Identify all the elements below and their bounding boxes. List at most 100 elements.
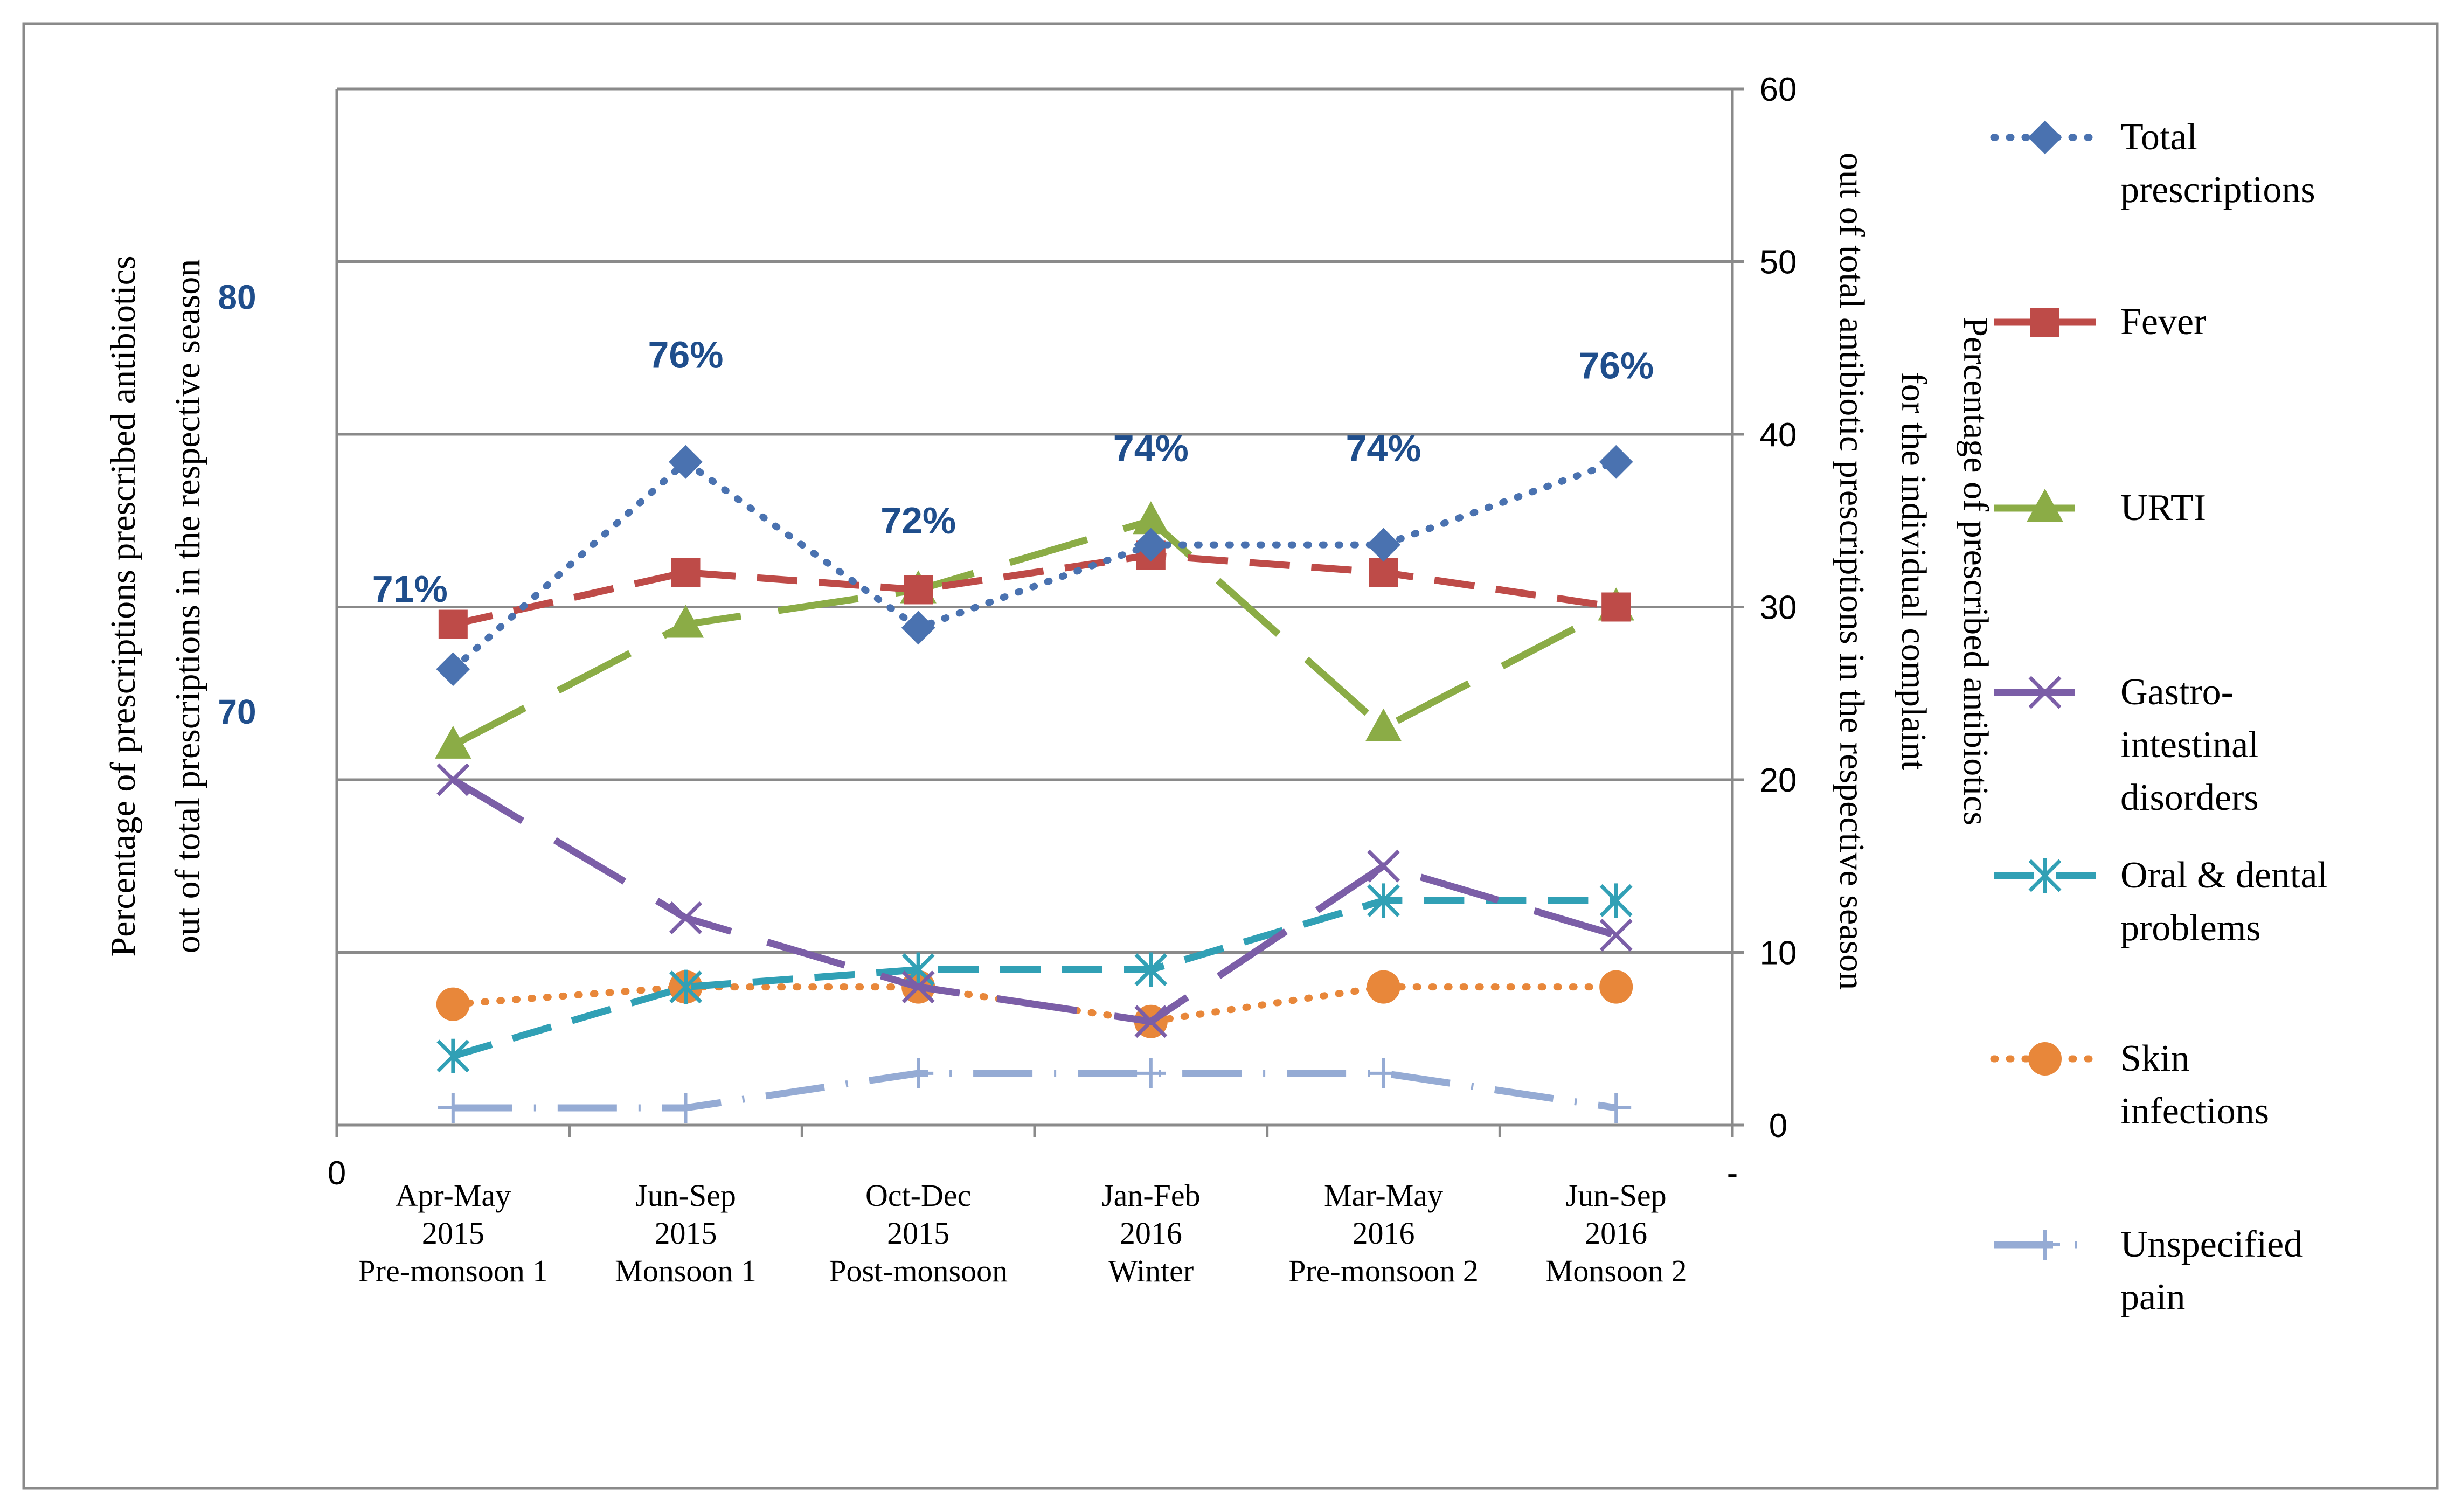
legend-label-line: prescriptions — [2120, 169, 2315, 211]
data-label-total-4: 74% — [1113, 427, 1189, 469]
category-label-line: 2015 — [887, 1216, 949, 1251]
category-label-line: Pre-monsoon 1 — [358, 1253, 548, 1288]
legend: Total prescriptions Fever URTI Gastro-intest… — [1990, 116, 2328, 1318]
point-oral-dental-problems-2 — [669, 969, 702, 1004]
series-line-unspecified-pain — [453, 1070, 1617, 1112]
category-label: Mar-May 2016 Pre-monsoon 2 — [1288, 1178, 1479, 1288]
point-total-prescriptions-2 — [669, 445, 703, 479]
series-line-oral-dental-problems — [452, 897, 1617, 1060]
legend-label-line: disorders — [2120, 777, 2259, 819]
category-label-line: Pre-monsoon 2 — [1288, 1253, 1479, 1288]
right-tick-label: 60 — [1760, 71, 1797, 108]
legend-item-gastro-intestinal-disorders: Gastro-intestinal disorders — [1994, 671, 2259, 819]
legend-label-line: Oral & dental — [2120, 855, 2328, 896]
left-axis-title-line: Percentage of prescriptions prescribed a… — [103, 255, 143, 956]
legend-label-line: URTI — [2120, 487, 2206, 529]
series-gastro-intestinal-disorders — [436, 763, 1633, 1038]
point-urti-1 — [435, 725, 471, 759]
point-unspecified-pain-6 — [1601, 1092, 1632, 1123]
legend-label-line: problems — [2120, 907, 2261, 949]
series-line-gastro-intestinal-disorders — [451, 776, 1618, 1025]
data-label-total-6: 76% — [1578, 344, 1654, 386]
legend-swatch-marker — [2027, 488, 2063, 522]
point-fever-6 — [1601, 592, 1631, 622]
legend-label-line: Total — [2120, 116, 2197, 158]
legend-label-line: Unspecified — [2120, 1224, 2303, 1265]
point-fever-5 — [1369, 558, 1398, 587]
point-oral-dental-problems-1 — [436, 1038, 470, 1073]
category-label-line: 2015 — [655, 1216, 717, 1251]
series-line-fever — [452, 551, 1617, 628]
legend-swatch-marker — [2030, 1230, 2060, 1260]
point-gastro-intestinal-disorders-6 — [1599, 918, 1633, 952]
point-oral-dental-problems-4 — [1134, 952, 1168, 987]
right-tick-label: 30 — [1760, 589, 1797, 627]
point-gastro-intestinal-disorders-2 — [669, 901, 702, 934]
right-tick-label: 40 — [1760, 417, 1797, 454]
x-origin-label: 0 — [328, 1155, 346, 1192]
category-label: Jun-Sep 2015 Monsoon 1 — [615, 1178, 757, 1288]
legend-label-line: Skin — [2120, 1038, 2189, 1079]
series-oral-dental-problems — [436, 883, 1633, 1073]
legend-label: Skin infections — [2120, 1038, 2269, 1132]
category-label: Jun-Sep 2016 Monsoon 2 — [1545, 1178, 1687, 1288]
point-fever-1 — [438, 609, 468, 639]
left-tick-label: 70 — [218, 692, 256, 731]
legend-label-line: intestinal — [2120, 724, 2259, 766]
point-oral-dental-problems-5 — [1367, 883, 1400, 918]
point-fever-2 — [671, 558, 701, 587]
right-tick-label: 50 — [1760, 244, 1797, 281]
point-unspecified-pain-3 — [903, 1058, 934, 1088]
series-total-prescriptions — [436, 445, 1633, 686]
series-unspecified-pain — [438, 1058, 1632, 1123]
legend-swatch-marker — [2028, 1042, 2062, 1076]
category-label-line: Jun-Sep — [1566, 1178, 1667, 1213]
category-label-line: Monsoon 1 — [615, 1253, 757, 1288]
point-skin-infections-1 — [436, 987, 470, 1021]
category-label-line: 2016 — [1120, 1216, 1182, 1251]
category-label-line: 2016 — [1585, 1216, 1647, 1251]
legend-swatch-marker — [2028, 858, 2062, 893]
category-label-line: Apr-May — [395, 1178, 511, 1213]
point-oral-dental-problems-3 — [901, 952, 935, 987]
category-label-line: 2015 — [422, 1216, 484, 1251]
point-gastro-intestinal-disorders-4 — [1134, 1005, 1168, 1038]
legend-label-line: Gastro- — [2120, 671, 2234, 713]
legend-swatch-marker — [2028, 120, 2062, 155]
legend-swatch-marker — [2030, 308, 2059, 337]
legend-label-line: Fever — [2120, 301, 2206, 343]
axes — [335, 87, 1744, 1137]
point-urti-2 — [667, 605, 704, 638]
category-label-line: 2016 — [1353, 1216, 1415, 1251]
point-gastro-intestinal-disorders-3 — [901, 970, 935, 1004]
category-label-line: Jun-Sep — [635, 1178, 736, 1213]
right-axis-title-line: Percentage of prescribed antibiotics — [1956, 317, 1995, 826]
series — [435, 445, 1634, 1123]
category-label: Oct-Dec 2015 Post-monsoon — [829, 1178, 1008, 1288]
series-line-urti — [451, 516, 1618, 748]
legend-item-unspecified-pain: Unspecified pain — [1994, 1224, 2303, 1318]
legend-label-line: infections — [2120, 1091, 2269, 1132]
legend-item-fever: Fever — [1994, 301, 2206, 343]
right-axis-title: Percentage of prescribed antibiotics for … — [1832, 152, 1995, 990]
category-label-line: Mar-May — [1324, 1178, 1443, 1213]
legend-item-total-prescriptions: Total prescriptions — [1990, 116, 2315, 211]
legend-item-skin-infections: Skin infections — [1990, 1038, 2269, 1132]
right-tick-label: 0 — [1769, 1107, 1787, 1145]
right-axis-title-line: for the individual complaint — [1894, 372, 1933, 771]
legend-item-urti: URTI — [1994, 487, 2206, 529]
legend-label: Total prescriptions — [2120, 116, 2315, 211]
legend-label: Oral & dental problems — [2120, 855, 2328, 949]
point-gastro-intestinal-disorders-1 — [436, 763, 470, 796]
category-label-line: Post-monsoon — [829, 1253, 1008, 1288]
legend-swatch-marker — [2028, 676, 2062, 709]
category-label: Jan-Feb 2016 Winter — [1101, 1178, 1201, 1288]
right-tick-label: 20 — [1760, 762, 1797, 799]
point-total-prescriptions-1 — [436, 652, 470, 686]
category-label-line: Winter — [1108, 1253, 1194, 1288]
point-unspecified-pain-1 — [438, 1092, 468, 1123]
legend-label: Unspecified pain — [2120, 1224, 2303, 1318]
point-total-prescriptions-6 — [1599, 445, 1633, 479]
point-total-prescriptions-4 — [1134, 528, 1168, 562]
